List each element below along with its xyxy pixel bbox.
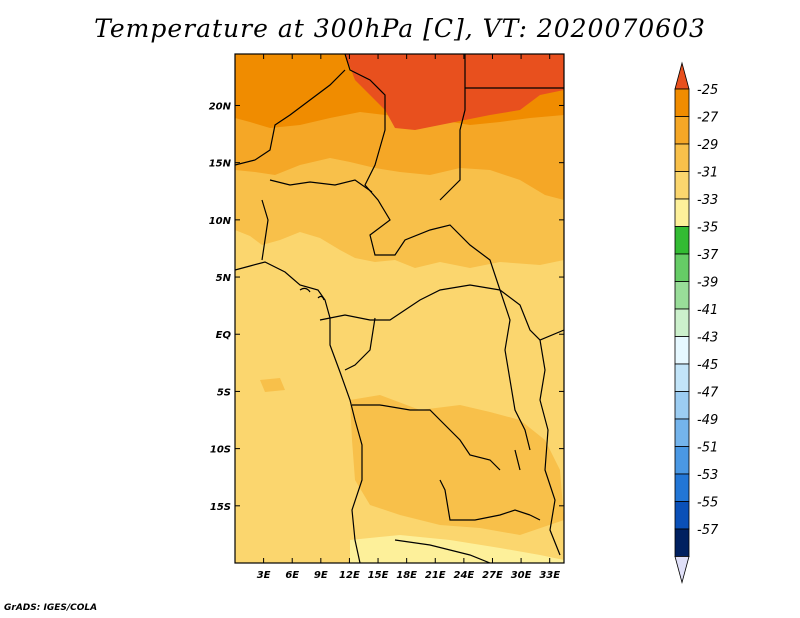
band-minus25 — [345, 54, 564, 130]
colorbar-swatch — [674, 226, 690, 255]
band-patch-minus31 — [260, 378, 285, 392]
border-zambia — [439, 479, 531, 521]
map-frame — [234, 53, 565, 564]
x-tick-label: 21E — [425, 570, 446, 581]
colorbar-label: -57 — [697, 523, 719, 538]
y-tick-label: EQ — [216, 330, 232, 341]
border-niger-nigeria — [269, 179, 373, 193]
colorbar-swatch — [674, 418, 690, 447]
x-tick-label: 9E — [314, 570, 328, 581]
colorbar-bottom-triangle — [674, 556, 690, 585]
border-namibia-botswana — [394, 539, 491, 563]
grads-credit: GrADS: IGES/COLA — [4, 603, 98, 613]
y-tick-label: 15N — [209, 159, 232, 170]
axis-ticks — [235, 54, 564, 563]
colorbar-swatch — [674, 363, 690, 392]
border-mali-niger — [235, 69, 346, 166]
border-chad-sudan — [344, 54, 564, 341]
colorbar-label: -29 — [697, 138, 718, 153]
colorbar-label: -31 — [697, 166, 718, 181]
x-tick-labels: 3E 6E 9E 12E 15E 18E 21E 24E 27E 30E 33E — [257, 570, 561, 581]
country-borders — [235, 54, 564, 563]
x-tick-label: 6E — [285, 570, 299, 581]
colorbar-swatch — [674, 528, 690, 557]
x-tick-label: 24E — [453, 570, 474, 581]
colorbar-label: -49 — [697, 413, 718, 428]
y-tick-label: 10S — [210, 445, 231, 456]
border-benin — [261, 199, 269, 261]
colorbar-swatch — [674, 171, 690, 200]
colorbar-label: -25 — [697, 83, 718, 98]
y-tick-label: 10N — [209, 216, 232, 227]
y-tick-labels: 20N 15N 10N 5N EQ 5S 10S 15S — [209, 101, 232, 512]
colorbar: -25 -27 -29 -31 -33 -35 -37 -39 -41 -43 -45 -47 -49 -… — [674, 61, 719, 585]
lake-outlines — [514, 449, 541, 521]
colorbar-swatch — [674, 308, 690, 337]
colorbar-label: -39 — [697, 276, 718, 291]
colorbar-label: -33 — [697, 193, 718, 208]
colorbar-label: -43 — [697, 331, 718, 346]
border-east — [539, 339, 561, 556]
colorbar-label: -45 — [697, 358, 718, 373]
x-tick-label: 30E — [511, 570, 532, 581]
band-minus35 — [350, 535, 564, 563]
y-tick-label: 15S — [210, 502, 231, 513]
y-tick-label: 5N — [216, 273, 232, 284]
colorbar-swatch — [674, 281, 690, 310]
colorbar-label: -51 — [697, 441, 718, 456]
y-tick-label: 20N — [209, 101, 232, 112]
border-congo — [344, 317, 376, 371]
x-tick-label: 15E — [368, 570, 389, 581]
x-tick-label: 27E — [482, 570, 503, 581]
x-tick-label: 18E — [396, 570, 417, 581]
colorbar-swatch — [674, 391, 690, 420]
border-libya-egypt — [439, 54, 466, 201]
colorbar-swatch — [674, 198, 690, 227]
colorbar-swatch — [674, 473, 690, 502]
colorbar-label: -41 — [697, 303, 718, 318]
x-tick-label: 33E — [539, 570, 560, 581]
band-south-minus31 — [350, 395, 564, 535]
temperature-field — [235, 54, 564, 563]
x-tick-label: 3E — [257, 570, 271, 581]
colorbar-swatch — [674, 501, 690, 530]
colorbar-swatch — [674, 336, 690, 365]
colorbar-label: -37 — [697, 248, 719, 263]
chart-title: Temperature at 300hPa [C], VT: 202007060… — [94, 14, 706, 43]
border-angola-drc — [352, 404, 501, 471]
colorbar-label: -53 — [697, 468, 718, 483]
coastline-west — [235, 261, 363, 563]
colorbar-label: -55 — [697, 496, 718, 511]
colorbar-label: -27 — [697, 111, 719, 126]
colorbar-label: -47 — [697, 386, 719, 401]
coastal-islands — [299, 287, 325, 301]
colorbar-top-triangle — [674, 61, 690, 90]
colorbar-swatch — [674, 253, 690, 282]
border-car-drc — [319, 284, 501, 321]
colorbar-swatch — [674, 88, 690, 117]
colorbar-label: -35 — [697, 221, 718, 236]
y-tick-label: 5S — [217, 387, 231, 398]
border-great-lakes — [499, 289, 531, 451]
colorbar-swatch — [674, 143, 690, 172]
colorbar-swatch — [674, 116, 690, 145]
colorbar-swatch — [674, 446, 690, 475]
x-tick-label: 12E — [339, 570, 360, 581]
